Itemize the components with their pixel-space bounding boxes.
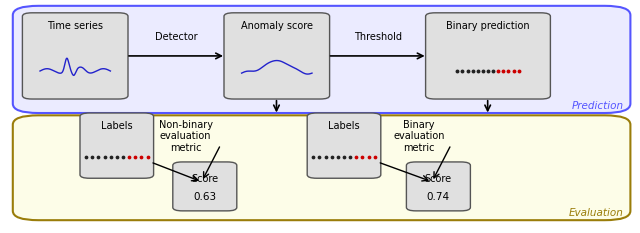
Text: Prediction: Prediction — [572, 101, 624, 111]
Text: 0.63: 0.63 — [193, 192, 216, 202]
Text: Evaluation: Evaluation — [569, 208, 624, 218]
FancyBboxPatch shape — [13, 6, 630, 113]
FancyBboxPatch shape — [80, 113, 154, 178]
Text: 0.74: 0.74 — [427, 192, 450, 202]
FancyBboxPatch shape — [173, 162, 237, 211]
Text: Labels: Labels — [328, 121, 360, 131]
FancyBboxPatch shape — [426, 13, 550, 99]
Text: Detector: Detector — [155, 32, 197, 42]
Text: Score: Score — [191, 175, 218, 184]
FancyBboxPatch shape — [22, 13, 128, 99]
Text: Threshold: Threshold — [353, 32, 402, 42]
Text: Non-binary
evaluation
metric: Non-binary evaluation metric — [159, 120, 212, 153]
FancyBboxPatch shape — [307, 113, 381, 178]
FancyBboxPatch shape — [13, 115, 630, 220]
Text: Binary
evaluation
metric: Binary evaluation metric — [394, 120, 445, 153]
FancyBboxPatch shape — [224, 13, 330, 99]
FancyBboxPatch shape — [406, 162, 470, 211]
Text: Score: Score — [425, 175, 452, 184]
Text: Labels: Labels — [101, 121, 132, 131]
Text: Anomaly score: Anomaly score — [241, 21, 313, 31]
Text: Time series: Time series — [47, 21, 103, 31]
Text: Binary prediction: Binary prediction — [446, 21, 530, 31]
